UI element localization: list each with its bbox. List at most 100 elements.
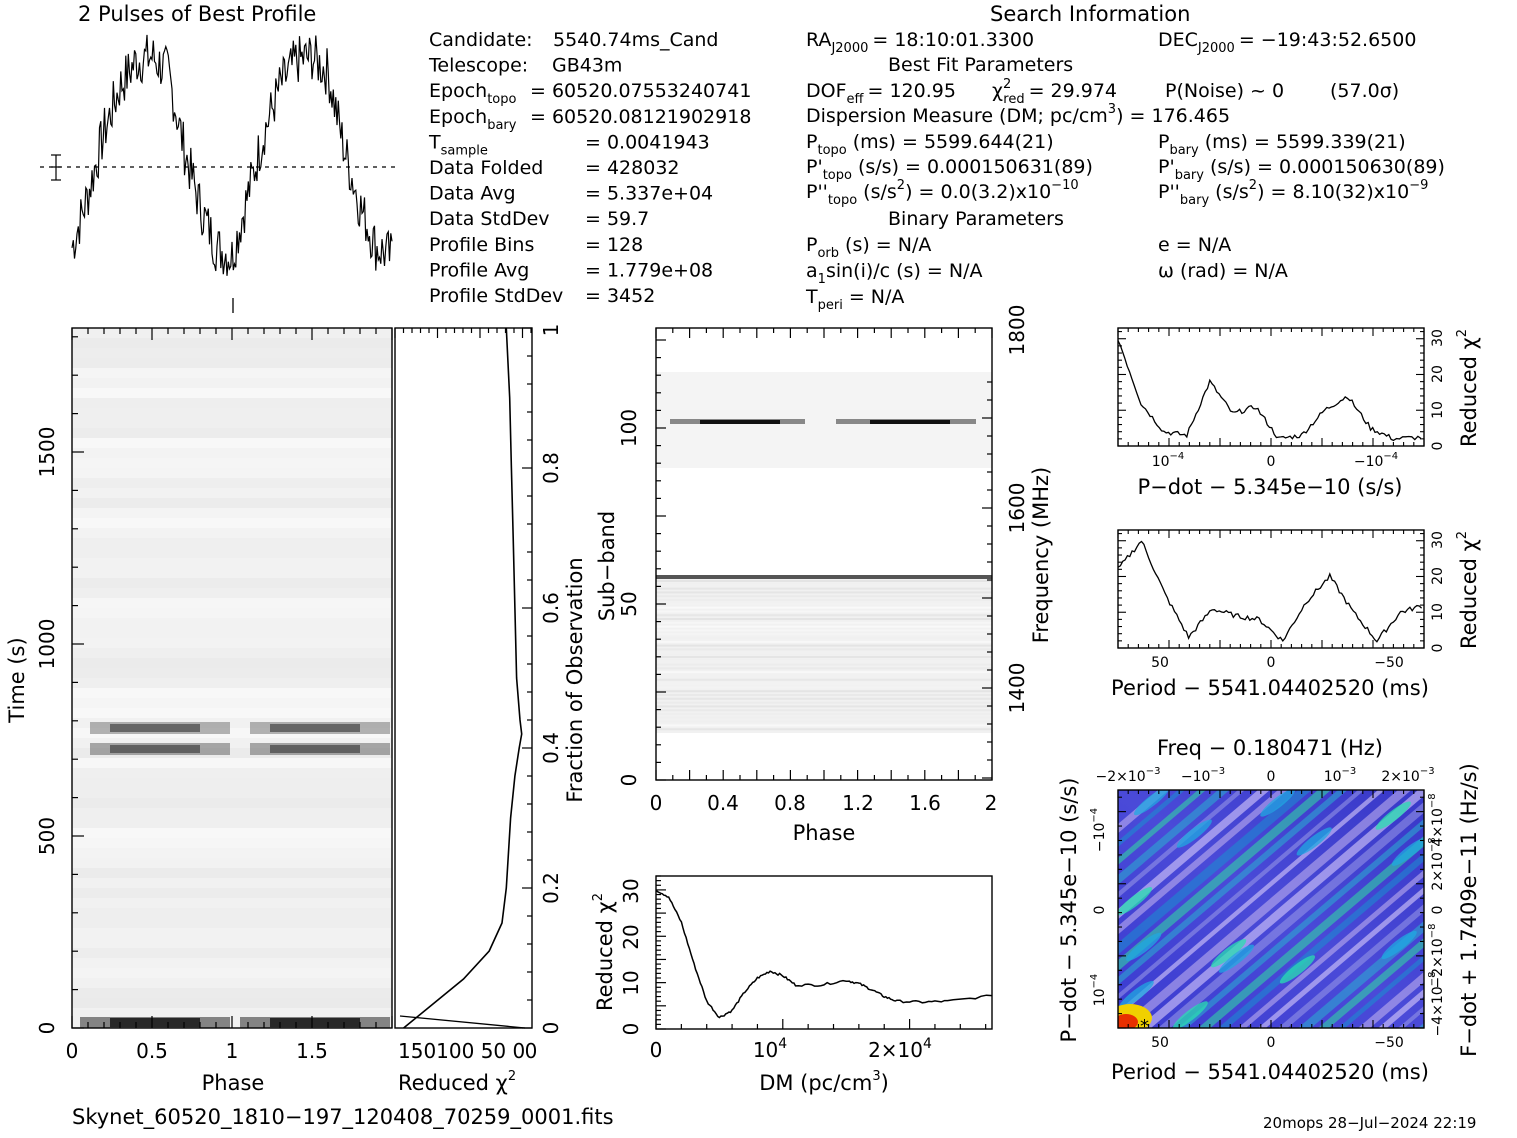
- frequency-tick: 1600: [1005, 483, 1029, 534]
- binary-title: Binary Parameters: [888, 208, 1064, 230]
- phase-time-row: [72, 588, 392, 598]
- heatmap-blob: [1218, 944, 1255, 973]
- phase-time-row: [72, 848, 392, 858]
- heatmap-best-marker: *: [1140, 1016, 1149, 1037]
- subband-pulse-2-core: [870, 420, 950, 424]
- period-x-tick: 50: [1151, 655, 1169, 671]
- phase-time-row: [72, 478, 392, 488]
- subband-noise-row: [656, 599, 992, 601]
- candidate-info-value: = 428032: [585, 157, 680, 179]
- heatmap-stripe: [1238, 869, 1424, 1028]
- candidate-info-label: Tsample: [428, 131, 488, 158]
- pdot-axis-label: P−dot − 5.345e−10 (s/s): [1138, 475, 1403, 499]
- p-orb: Porb (s) = N/A: [806, 234, 931, 261]
- subband-noise-row: [656, 610, 992, 613]
- subband-noise-row: [656, 678, 992, 681]
- heatmap-stripe: [1258, 886, 1424, 1028]
- phase-time-row: [72, 668, 392, 678]
- subband-phase-tick: 0.4: [707, 791, 739, 815]
- heatmap-stripe: [1118, 790, 1365, 1000]
- phase-tick-label: 1.5: [296, 1039, 328, 1063]
- phase-time-row: [72, 798, 392, 808]
- subband-noise-row: [656, 690, 992, 693]
- heatmap-stripe: [1278, 903, 1424, 1028]
- dof: DOFeff = 120.95: [806, 80, 956, 107]
- heatmap-x-tick: 0: [1267, 1035, 1276, 1051]
- phase-time-row: [72, 458, 392, 468]
- subband-noise-row: [656, 724, 992, 727]
- time-axis-label: Time (s): [5, 637, 29, 723]
- phase-time-row: [72, 518, 392, 528]
- phase-time-row: [72, 808, 392, 818]
- subband-noise-row: [656, 686, 992, 689]
- dm-y-axis-label: Reduced χ2: [591, 893, 617, 1011]
- subband-tick: 100: [617, 409, 641, 447]
- phase-time-row: [72, 548, 392, 558]
- dm-x-labels: 0 104 2×104: [650, 1036, 932, 1062]
- pdot-panel: 10−4 0 −10−4 P−dot − 5.345e−10 (s/s) 0 1…: [1117, 327, 1481, 499]
- heatmap-stripe: [1118, 790, 1207, 865]
- phase-time-row: [72, 498, 392, 508]
- filename: Skynet_60520_1810−197_120408_70259_0001.…: [72, 1105, 614, 1130]
- subband-noise-row: [656, 621, 992, 624]
- candidate-info-label: Profile StdDev: [429, 285, 563, 307]
- fraction-y-labels: 0 0.2 0.4 0.6 0.8 1: [539, 324, 563, 1035]
- time-tick-label: 500: [35, 817, 59, 855]
- subband-noise-row: [656, 625, 992, 628]
- heatmap-stripe: [1398, 1005, 1424, 1028]
- heatmap-y-tick: 0: [1092, 906, 1108, 915]
- heatmap-stripe: [1118, 790, 1245, 898]
- heatmap-stripe: [1178, 818, 1424, 1028]
- heatmap-x-tick: −50: [1374, 1035, 1404, 1051]
- time-tick-label: 0: [35, 1022, 59, 1035]
- pdot-y-tick: 0: [1430, 442, 1446, 451]
- heatmap-stripe: [1118, 790, 1186, 848]
- period-y-axis-label: Reduced χ2: [1455, 531, 1481, 649]
- heatmap-stripe: [1418, 1022, 1424, 1028]
- dec-label: DECJ2000 = −19:43:52.6500: [1158, 29, 1416, 56]
- subband-noise-row: [656, 709, 992, 712]
- fdot-tick: −4×10−8: [1427, 972, 1446, 1037]
- subband-noise-row: [656, 682, 992, 685]
- phase-tick-label: 0: [66, 1039, 79, 1063]
- subband-phase-tick: 2: [985, 791, 998, 815]
- subband-noise-row: [656, 675, 992, 677]
- heatmap-blob: [1176, 819, 1212, 848]
- heatmap-stripe: [1118, 790, 1385, 1017]
- subband-noise-row: [656, 637, 992, 639]
- period-y-tick: 30: [1430, 531, 1446, 549]
- candidate-info-label: Profile Bins: [429, 234, 534, 256]
- phase-time-row: [72, 998, 392, 1008]
- period-y-tick: 20: [1430, 567, 1446, 585]
- phase-time-row: [72, 578, 392, 588]
- phase-time-row: [72, 678, 392, 688]
- subband-axis-label: Sub−band: [595, 511, 619, 621]
- phase-time-row: [72, 408, 392, 418]
- phase-time-row: [72, 378, 392, 388]
- fraction-tick-label: 0.6: [539, 592, 563, 624]
- subband-noise-row: [656, 656, 992, 658]
- subband-noise-row: [656, 587, 992, 590]
- phase-tick-label: 0.5: [136, 1039, 168, 1063]
- dm-y-tick: 0: [619, 1023, 643, 1036]
- phase-time-row: [72, 568, 392, 578]
- phase-time-row: [72, 598, 392, 608]
- heatmap-blob: [1375, 801, 1411, 830]
- phase-time-row: [72, 968, 392, 978]
- period-axis-label: Period − 5541.04402520 (ms): [1111, 676, 1429, 700]
- candidate-info-value: = 59.7: [585, 208, 649, 230]
- omega: ω (rad) = N/A: [1158, 260, 1288, 282]
- phase-time-row: [72, 788, 392, 798]
- fraction-tick-label: 0.8: [539, 452, 563, 484]
- heatmap-blob: [1211, 939, 1247, 968]
- search-info-title: Search Information: [990, 2, 1190, 26]
- phase-time-row: [72, 738, 392, 748]
- candidate-info-label: Telescope:: [428, 55, 528, 77]
- subband-noise-row: [656, 667, 992, 670]
- subband-phase-tick: 1.6: [909, 791, 941, 815]
- timestamp: 20mops 28−Jul−2024 22:19: [1263, 1114, 1476, 1132]
- pdot-y-tick: 10: [1430, 401, 1446, 419]
- dm-panel: 0 104 2×104 DM (pc/cm3) 0 10 20 30 Reduc…: [591, 875, 993, 1095]
- frequency-axis-label: Frequency (MHz): [1029, 467, 1053, 643]
